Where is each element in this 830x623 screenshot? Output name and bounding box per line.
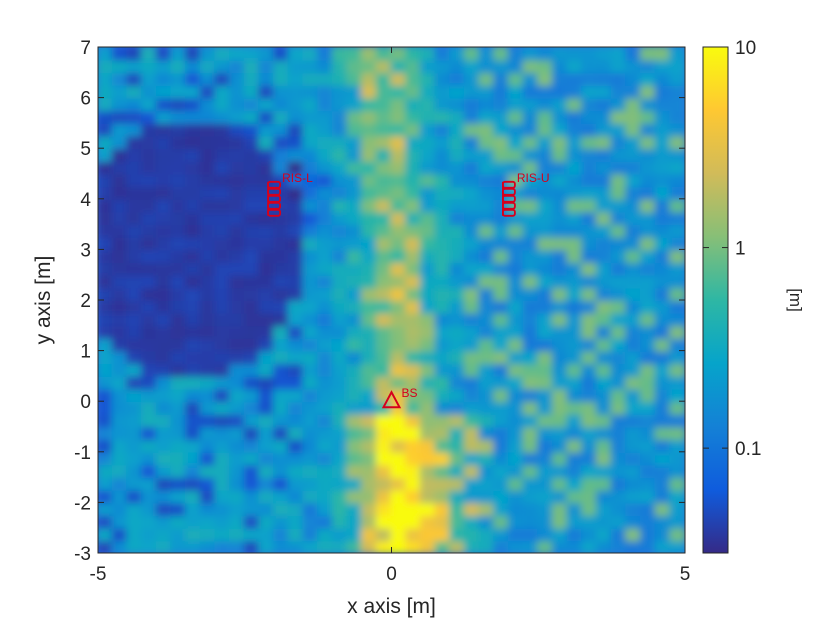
y-tick-label: 4 (80, 190, 91, 211)
colorbar-tick-label: 10 (735, 38, 756, 59)
y-tick-label: 6 (80, 89, 91, 110)
colorbar-gradient (702, 46, 729, 554)
colorbar-ticks: 0.1 1 10 (703, 38, 761, 460)
heat-field (98, 47, 685, 553)
colorbar-tick-label: 0.1 (735, 439, 761, 460)
y-tick-label: 7 (80, 38, 91, 59)
marker-label: RIS-U (517, 171, 550, 185)
y-tick-label: 2 (80, 291, 91, 312)
y-tick-label: 1 (80, 342, 91, 363)
y-tick-label: 5 (80, 139, 91, 160)
x-axis-label: x axis [m] (347, 595, 436, 618)
marker-ris-u: RIS-U (501, 171, 550, 217)
y-axis-label: y axis [m] (32, 256, 55, 345)
colorbar: 0.1 1 10 [m] (702, 38, 805, 554)
y-axis: -3 -2 -1 0 1 2 3 4 5 6 7 (74, 38, 685, 565)
y-tick-label: 3 (80, 240, 91, 261)
colorbar-tick-label: 1 (735, 239, 746, 260)
plot-area: BS RIS-L RIS-U (97, 46, 686, 554)
x-tick-label: -5 (90, 564, 107, 585)
y-tick-label: -2 (74, 493, 91, 514)
x-tick-label: 5 (680, 564, 691, 585)
marker-bs: BS (381, 386, 418, 409)
marker-label: BS (402, 386, 418, 400)
x-tick-label: 0 (386, 564, 397, 585)
y-tick-label: -1 (74, 443, 91, 464)
heatmap-layer (98, 47, 685, 553)
y-tick-label: -3 (74, 544, 91, 565)
y-tick-label: 0 (80, 392, 91, 413)
marker-label: RIS-L (282, 171, 313, 185)
marker-layer: BS RIS-L RIS-U (267, 171, 550, 409)
colorbar-label: [m] (786, 288, 805, 312)
bs-triangle-marker (381, 390, 402, 409)
x-axis: -5 0 5 (90, 47, 691, 585)
marker-ris-l: RIS-L (267, 171, 313, 217)
